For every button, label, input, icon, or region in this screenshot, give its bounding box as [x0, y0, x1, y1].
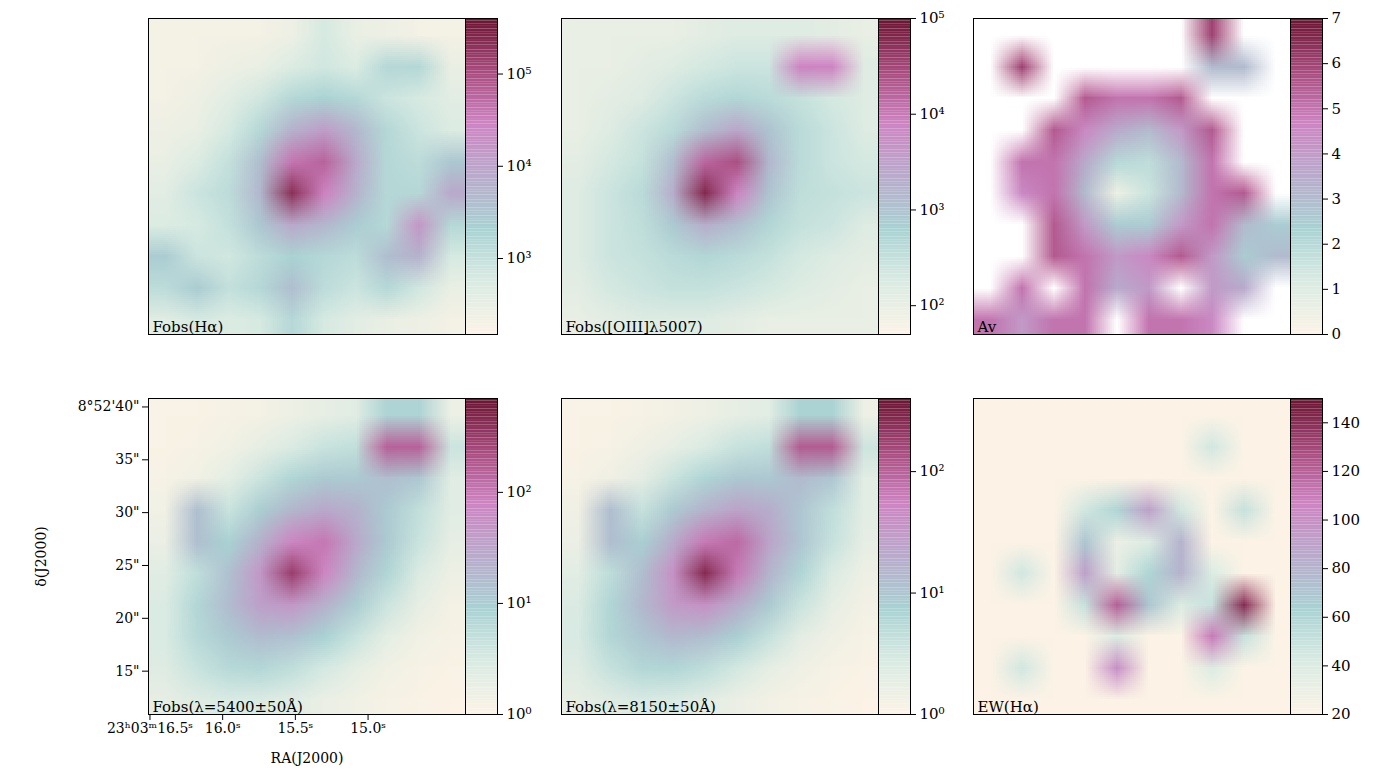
- svg-text:Fobs(λ=5400±50Å): Fobs(λ=5400±50Å): [153, 698, 303, 716]
- svg-text:40: 40: [1332, 657, 1351, 675]
- svg-text:10⁰: 10⁰: [920, 705, 945, 723]
- svg-text:25": 25": [115, 557, 139, 573]
- svg-text:10³: 10³: [507, 249, 532, 267]
- svg-text:6: 6: [1332, 54, 1342, 72]
- svg-text:EW(Hα): EW(Hα): [978, 698, 1039, 716]
- svg-text:35": 35": [115, 451, 139, 467]
- svg-text:4: 4: [1332, 145, 1342, 163]
- svg-text:10⁰: 10⁰: [507, 705, 532, 723]
- svg-text:15": 15": [115, 663, 139, 679]
- svg-text:120: 120: [1332, 462, 1361, 480]
- svg-text:15.0ˢ: 15.0ˢ: [350, 720, 386, 736]
- svg-text:Fobs(λ=8150±50Å): Fobs(λ=8150±50Å): [566, 698, 716, 716]
- svg-text:10³: 10³: [920, 201, 945, 219]
- svg-text:100: 100: [1332, 511, 1361, 529]
- svg-text:10⁴: 10⁴: [920, 105, 945, 123]
- svg-text:7: 7: [1332, 9, 1342, 27]
- svg-text:0: 0: [1332, 325, 1342, 343]
- svg-text:10⁴: 10⁴: [507, 157, 532, 175]
- svg-text:10¹: 10¹: [507, 594, 532, 612]
- svg-text:80: 80: [1332, 559, 1351, 577]
- svg-text:60: 60: [1332, 608, 1351, 626]
- svg-text:Fobs(Hα): Fobs(Hα): [153, 318, 224, 336]
- svg-text:1: 1: [1332, 280, 1342, 298]
- svg-text:10¹: 10¹: [920, 584, 945, 602]
- svg-text:8°52'40": 8°52'40": [78, 398, 140, 414]
- svg-text:5: 5: [1332, 100, 1342, 118]
- svg-text:20": 20": [115, 610, 139, 626]
- svg-text:10⁵: 10⁵: [920, 9, 945, 27]
- svg-text:10²: 10²: [507, 483, 532, 501]
- svg-text:140: 140: [1332, 414, 1361, 432]
- svg-text:10²: 10²: [920, 296, 945, 314]
- svg-text:16.0ˢ: 16.0ˢ: [205, 720, 241, 736]
- svg-text:RA(J2000): RA(J2000): [271, 750, 344, 766]
- svg-text:30": 30": [115, 504, 139, 520]
- svg-text:Av: Av: [977, 318, 997, 336]
- svg-text:Fobs([OIII]λ5007): Fobs([OIII]λ5007): [566, 318, 703, 336]
- svg-text:3: 3: [1332, 190, 1342, 208]
- svg-text:15.5ˢ: 15.5ˢ: [277, 720, 313, 736]
- svg-text:2: 2: [1332, 235, 1342, 253]
- svg-text:δ(J2000): δ(J2000): [33, 526, 49, 587]
- svg-text:10⁵: 10⁵: [507, 65, 532, 83]
- svg-text:10²: 10²: [920, 462, 945, 480]
- svg-text:23ʰ03ᵐ16.5ˢ: 23ʰ03ᵐ16.5ˢ: [107, 720, 193, 736]
- svg-text:20: 20: [1332, 705, 1351, 723]
